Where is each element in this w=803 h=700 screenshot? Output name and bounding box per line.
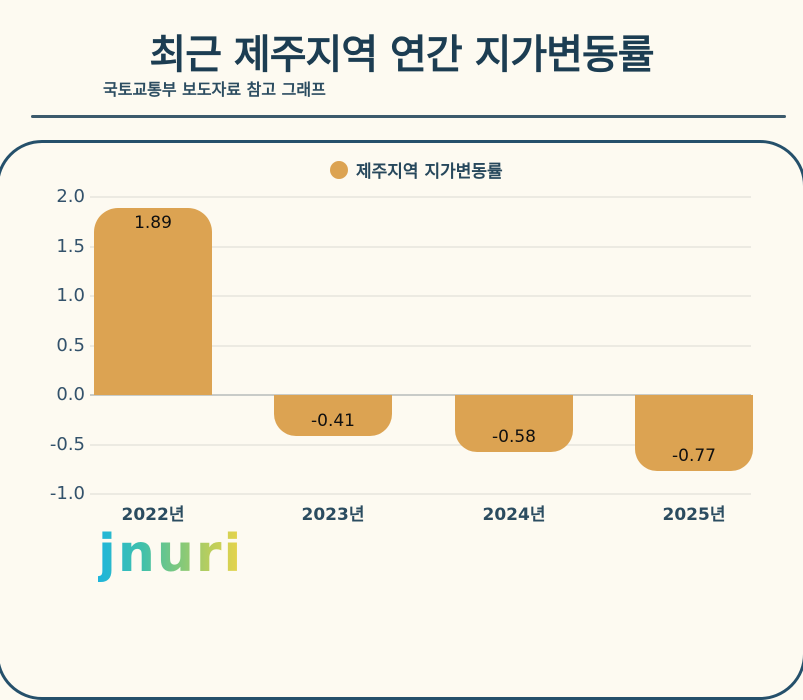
chart-card-border — [0, 140, 803, 700]
page-title: 최근 제주지역 연간 지가변동률 — [149, 32, 654, 78]
legend-label: 제주지역 지가변동률 — [356, 162, 503, 182]
jnuri-logo: jnuri — [98, 524, 244, 584]
chart-legend: 제주지역 지가변동률 — [330, 157, 503, 182]
page-subtitle: 국토교통부 보도자료 참고 그래프 — [103, 80, 326, 99]
legend-marker-icon — [330, 160, 348, 179]
header-divider — [31, 115, 786, 118]
